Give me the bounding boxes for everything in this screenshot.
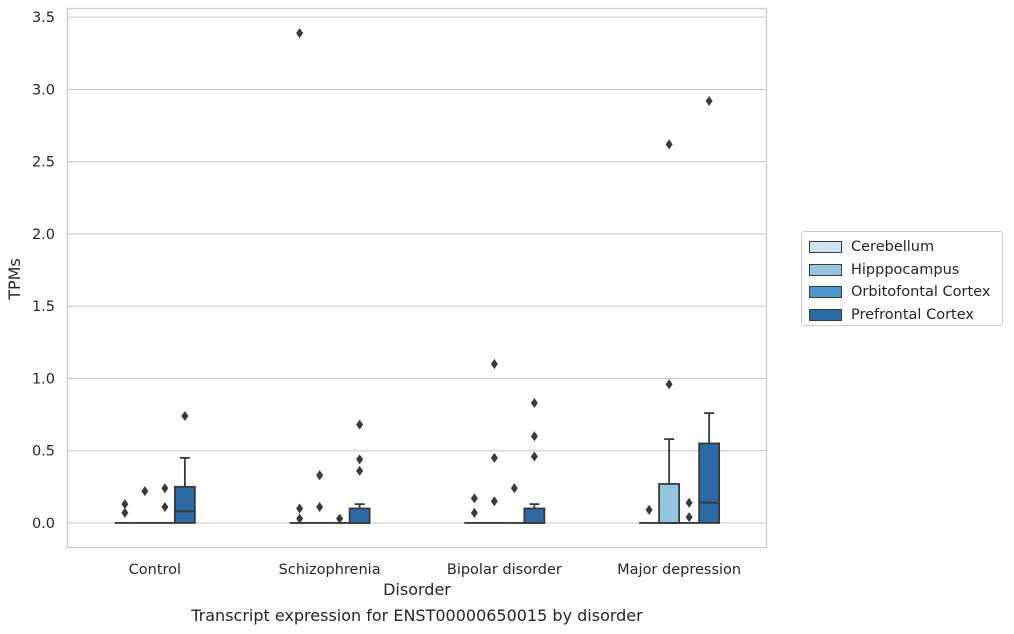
outlier-point — [470, 507, 478, 518]
outlier-point — [296, 513, 304, 524]
outlier-point — [121, 499, 129, 510]
legend-item-hippocampus: Hipppocampus — [809, 259, 1002, 282]
legend: Cerebellum Hipppocampus Orbitofontal Cor… — [801, 231, 1003, 326]
legend-item-prefrontal: Prefrontal Cortex — [809, 304, 1002, 327]
y-tick-label: 0.5 — [32, 444, 55, 460]
outlier-point — [510, 483, 518, 494]
legend-swatch-prefrontal — [809, 309, 842, 322]
outlier-point — [296, 503, 304, 514]
box — [658, 483, 681, 524]
outlier-point — [336, 513, 344, 524]
legend-label-orbitofrontal: Orbitofontal Cortex — [851, 284, 991, 301]
outlier-point — [316, 502, 324, 513]
outlier-point — [665, 379, 673, 390]
y-tick-label: 0.0 — [32, 516, 55, 532]
legend-swatch-orbitofrontal — [809, 286, 842, 299]
outlier-point — [141, 486, 149, 497]
outlier-point — [665, 139, 673, 150]
x-axis-ticks: Control Schizophrenia Bipolar disorder Majo… — [129, 562, 741, 578]
legend-label-cerebellum: Cerebellum — [851, 239, 935, 256]
x-axis-label: Disorder — [383, 580, 451, 599]
y-tick-label: 2.5 — [32, 155, 55, 171]
outlier-point — [161, 502, 169, 513]
outlier-point — [356, 454, 364, 465]
x-tick-label: Major depression — [617, 562, 741, 578]
boxes — [114, 28, 721, 524]
outlier-point — [530, 397, 538, 408]
outlier-point — [530, 431, 538, 442]
figure-caption: Transcript expression for ENST0000065001… — [191, 606, 643, 625]
box — [173, 485, 196, 524]
legend-label-hippocampus: Hipppocampus — [851, 261, 960, 278]
box — [698, 442, 721, 524]
legend-label-prefrontal: Prefrontal Cortex — [851, 307, 974, 324]
gridlines — [67, 16, 767, 524]
legend-item-orbitofrontal: Orbitofontal Cortex — [809, 281, 1002, 304]
x-tick-label: Schizophrenia — [279, 562, 381, 578]
y-tick-label: 2.0 — [32, 227, 55, 243]
legend-item-cerebellum: Cerebellum — [809, 236, 1002, 259]
outlier-point — [356, 465, 364, 476]
box — [523, 507, 546, 524]
outlier-point — [685, 512, 693, 523]
outlier-point — [161, 483, 169, 494]
y-tick-label: 3.0 — [32, 82, 55, 98]
outlier-point — [181, 411, 189, 422]
box — [348, 507, 371, 524]
legend-swatch-cerebellum — [809, 241, 842, 254]
outlier-point — [530, 451, 538, 462]
y-tick-label: 1.0 — [32, 371, 55, 387]
y-tick-label: 3.5 — [32, 10, 55, 26]
outlier-point — [685, 497, 693, 508]
y-axis-ticks: 0.0 0.5 1.0 1.5 2.0 2.5 3.0 3.5 — [32, 10, 55, 532]
y-tick-label: 1.5 — [32, 299, 55, 315]
outlier-point — [645, 504, 653, 515]
x-tick-label: Control — [129, 562, 181, 578]
outlier-point — [490, 496, 498, 507]
outlier-point — [296, 28, 304, 39]
outlier-point — [490, 452, 498, 463]
outlier-point — [356, 419, 364, 430]
outlier-point — [705, 95, 713, 106]
y-axis-label: TPMs — [5, 258, 24, 301]
outlier-point — [490, 358, 498, 369]
legend-swatch-hippocampus — [809, 263, 842, 276]
x-tick-label: Bipolar disorder — [447, 562, 562, 578]
plot-frame — [66, 7, 768, 549]
outlier-point — [316, 470, 324, 481]
outlier-point — [121, 507, 129, 518]
outlier-point — [470, 493, 478, 504]
